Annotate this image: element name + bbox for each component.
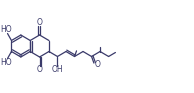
Text: O: O — [95, 60, 101, 69]
Text: HO: HO — [1, 25, 12, 34]
Text: O: O — [37, 65, 42, 74]
Text: O: O — [37, 17, 42, 27]
Text: HO: HO — [1, 58, 12, 67]
Text: OH: OH — [52, 65, 63, 74]
